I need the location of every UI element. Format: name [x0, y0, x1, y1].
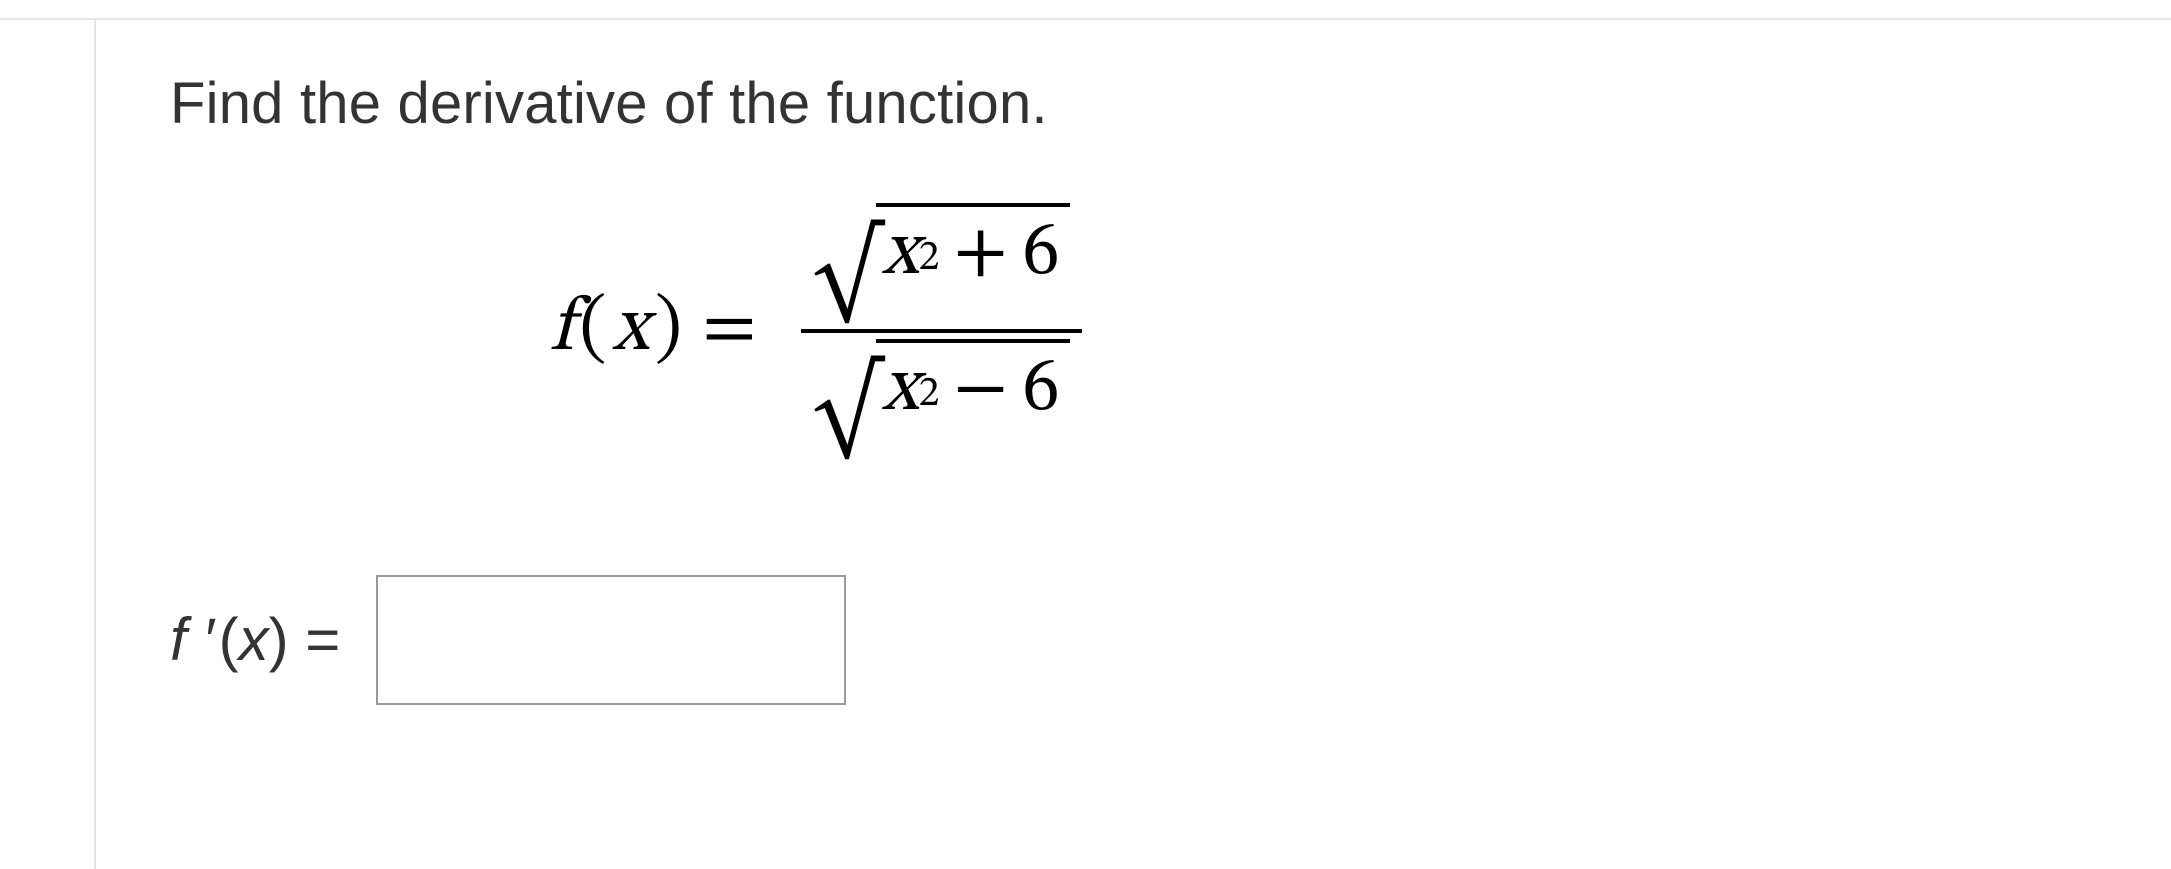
equation-lhs: f (x) = [550, 283, 771, 378]
function-symbol: f [550, 283, 573, 378]
equals-sign: = [688, 283, 771, 378]
sqrt-numerator: √ x2 + 6 [813, 203, 1070, 302]
question-prompt: Find the derivative of the function. [170, 70, 1970, 137]
fraction-denominator: √ x2 − 6 [801, 333, 1082, 465]
sqrt-denominator: √ x2 − 6 [813, 339, 1070, 438]
variable-x: x [612, 283, 648, 378]
answer-row: f ′(x) = [170, 575, 1970, 705]
answer-label: f ′(x) = [170, 605, 340, 674]
answer-function-symbol: f [170, 606, 187, 673]
derivative-answer-input[interactable] [376, 575, 846, 705]
radical-sign: √ [813, 383, 882, 444]
den-exponent: 2 [919, 368, 940, 420]
num-variable: x [882, 207, 918, 302]
num-operator: + [939, 207, 1022, 302]
radicand-numerator: x2 + 6 [876, 203, 1069, 302]
den-operator: − [939, 343, 1022, 438]
prime-symbol: ′ [203, 606, 218, 673]
answer-variable: x [239, 606, 269, 673]
fraction: √ x2 + 6 √ x2 − [801, 197, 1082, 465]
num-constant: 6 [1022, 207, 1060, 302]
function-equation: f (x) = √ x2 + 6 [550, 197, 1970, 465]
radicand-denominator: x2 − 6 [876, 339, 1069, 438]
open-paren: ( [579, 283, 606, 378]
radical-sign: √ [813, 247, 882, 308]
left-vertical-rule [94, 18, 96, 869]
close-paren: ) [655, 283, 682, 378]
den-variable: x [882, 343, 918, 438]
num-exponent: 2 [919, 232, 940, 284]
question-frame: Find the derivative of the function. f (… [0, 0, 2171, 869]
fraction-numerator: √ x2 + 6 [801, 197, 1082, 329]
den-constant: 6 [1022, 343, 1060, 438]
question-content: Find the derivative of the function. f (… [170, 70, 1970, 705]
